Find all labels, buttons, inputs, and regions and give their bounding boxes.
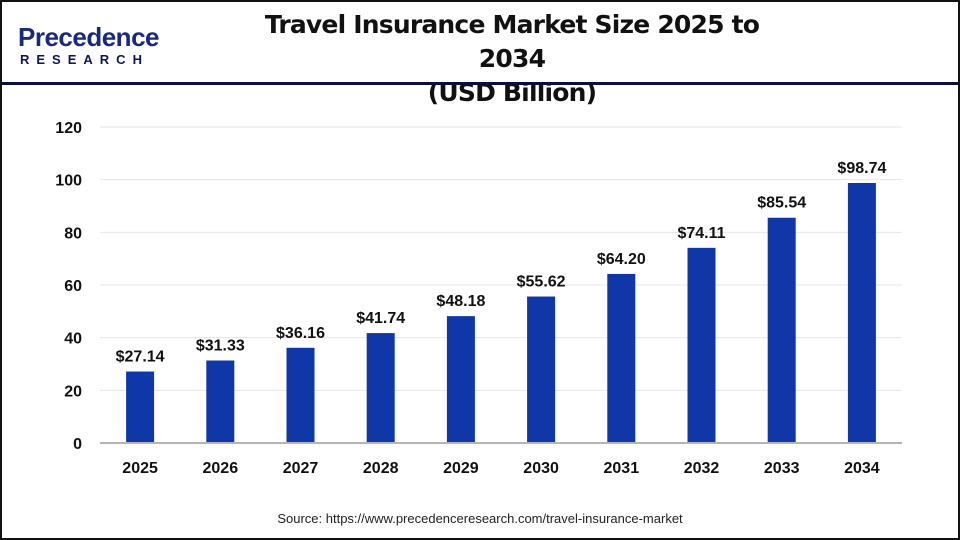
- bar-2028: [366, 333, 395, 443]
- x-tick-label: 2029: [443, 460, 479, 477]
- logo-text-top: Precedence: [18, 22, 159, 52]
- data-label: $48.18: [436, 293, 485, 310]
- bar-2030: [527, 296, 556, 443]
- data-label: $85.54: [757, 195, 806, 212]
- bar-2032: [687, 247, 716, 443]
- x-tick-label: 2030: [523, 460, 559, 477]
- header-divider: [2, 82, 958, 85]
- x-tick-label: 2031: [604, 460, 640, 477]
- x-tick-label: 2027: [283, 460, 319, 477]
- x-tick-label: 2034: [844, 460, 880, 477]
- data-label: $74.11: [677, 225, 725, 242]
- y-tick-label: 100: [55, 173, 82, 190]
- bar-2033: [767, 217, 796, 443]
- logo-text-bottom: RESEARCH: [20, 52, 149, 67]
- x-tick-label: 2025: [122, 460, 158, 477]
- chart-title-block: Travel Insurance Market Size 2025 to 203…: [252, 8, 772, 110]
- bar-2027: [286, 347, 315, 443]
- data-label: $55.62: [517, 274, 566, 291]
- bar-2025: [126, 371, 155, 443]
- data-label: $31.33: [196, 337, 245, 354]
- bar-2034: [847, 182, 876, 443]
- data-label: $98.74: [837, 160, 886, 177]
- x-tick-label: 2033: [764, 460, 800, 477]
- source-note: Source: https://www.precedenceresearch.c…: [277, 511, 683, 526]
- bar-2026: [206, 360, 235, 443]
- data-label: $41.74: [356, 310, 405, 327]
- y-tick-label: 0: [73, 436, 82, 453]
- bar-2031: [607, 273, 636, 443]
- precedence-research-logo: Precedence RESEARCH: [18, 22, 168, 67]
- y-tick-label: 60: [64, 278, 82, 295]
- x-tick-label: 2028: [363, 460, 399, 477]
- y-tick-label: 120: [55, 120, 82, 137]
- x-tick-label: 2032: [684, 460, 720, 477]
- data-label: $27.14: [116, 349, 165, 366]
- chart-title: Travel Insurance Market Size 2025 to 203…: [264, 10, 760, 73]
- data-label: $64.20: [597, 251, 646, 268]
- y-tick-label: 40: [64, 331, 82, 348]
- y-tick-label: 20: [64, 383, 82, 400]
- x-tick-label: 2026: [203, 460, 239, 477]
- bar-2029: [446, 316, 475, 443]
- y-tick-label: 80: [64, 225, 82, 242]
- data-label: $36.16: [276, 325, 325, 342]
